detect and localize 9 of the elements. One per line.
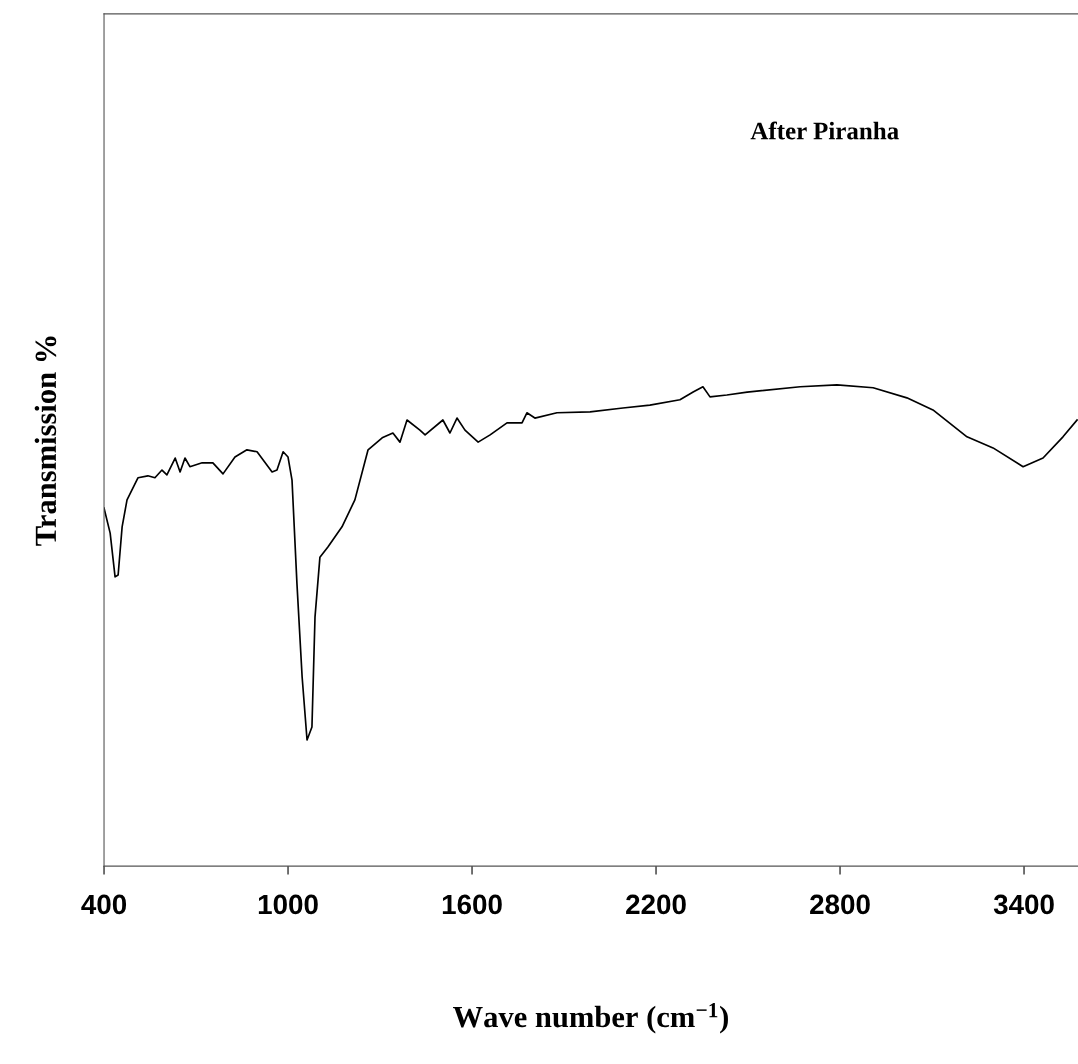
x-tick-label: 2800 <box>810 894 870 915</box>
x-tick-label: 400 <box>81 894 127 915</box>
x-tick-label: 3400 <box>993 894 1054 915</box>
x-tick-label: 1600 <box>442 894 502 915</box>
y-axis-title: Transmission % <box>34 336 57 546</box>
x-tick-label: 2200 <box>626 894 686 915</box>
x-tick-label: 1000 <box>258 894 318 915</box>
x-axis-title: Wave number (cm$^{−1}$) <box>453 1003 728 1034</box>
text: After Piranha <box>750 121 899 140</box>
